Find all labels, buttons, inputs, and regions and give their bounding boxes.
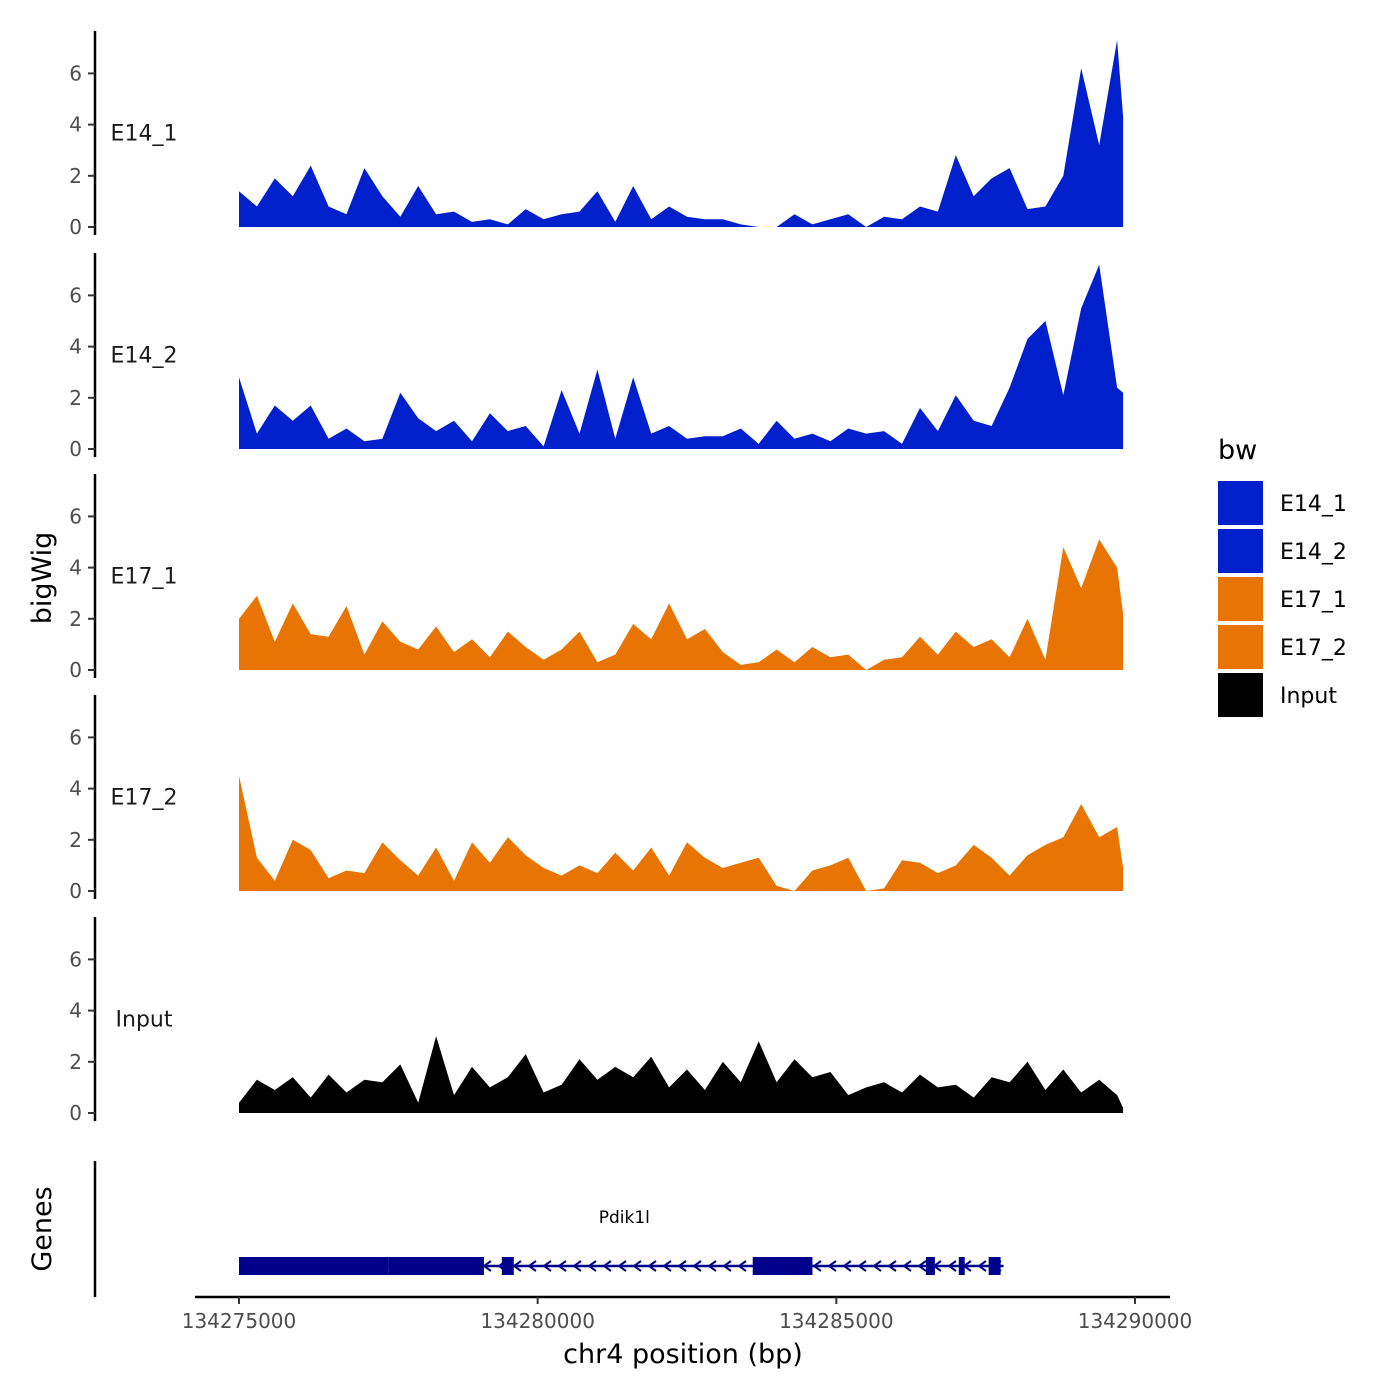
y-tick-label: 4 <box>69 556 82 580</box>
y-tick-label: 6 <box>69 725 82 749</box>
strand-chevron <box>647 1260 657 1272</box>
strand-chevron <box>917 1260 927 1272</box>
series-area <box>239 264 1124 449</box>
y-tick-label: 0 <box>69 658 82 682</box>
y-tick-label: 2 <box>69 386 82 410</box>
y-tick-label: 6 <box>69 61 82 85</box>
exon-cds <box>958 1257 965 1275</box>
x-axis-title: chr4 position (bp) <box>563 1339 803 1370</box>
y-tick-label: 4 <box>69 335 82 359</box>
series-area <box>239 40 1124 227</box>
strand-chevron <box>902 1260 912 1272</box>
exon-utr <box>239 1257 389 1275</box>
strand-chevron <box>842 1260 852 1272</box>
strand-chevron <box>947 1260 957 1272</box>
genes-axis-title: Genes <box>27 1186 58 1271</box>
x-tick-label: 134285000 <box>779 1309 894 1333</box>
track-e14-2: 0 2 4 6 E14_2 <box>69 253 1124 461</box>
track-label: E17_1 <box>111 564 178 589</box>
legend-label: E14_1 <box>1280 492 1347 517</box>
y-tick-label: 0 <box>69 215 82 239</box>
exon-cds <box>988 1257 1001 1275</box>
legend-label: E17_1 <box>1280 588 1347 613</box>
legend-key-e14-1 <box>1218 481 1263 525</box>
strand-chevron <box>887 1260 897 1272</box>
strand-chevron <box>872 1260 882 1272</box>
strand-chevron <box>722 1260 732 1272</box>
strand-chevron <box>707 1260 717 1272</box>
exon-cds <box>501 1257 514 1275</box>
y-tick-label: 4 <box>69 113 82 137</box>
x-tick-label: 134280000 <box>480 1309 595 1333</box>
strand-chevron <box>542 1260 552 1272</box>
strand-chevron <box>587 1260 597 1272</box>
track-label: E14_2 <box>111 343 178 368</box>
legend-label: E14_2 <box>1280 540 1347 565</box>
legend-key-e17-2 <box>1218 625 1263 669</box>
y-tick-label: 0 <box>69 879 82 903</box>
y-tick-label: 4 <box>69 999 82 1023</box>
series-area <box>239 539 1124 670</box>
y-tick-label: 2 <box>69 164 82 188</box>
exon-cds <box>752 1257 813 1275</box>
track-label: Input <box>116 1007 173 1032</box>
strand-chevron <box>677 1260 687 1272</box>
strand-chevron <box>857 1260 867 1272</box>
strand-chevron <box>662 1260 672 1272</box>
strand-chevron <box>527 1260 537 1272</box>
strand-chevron <box>692 1260 702 1272</box>
y-tick-label: 6 <box>69 283 82 307</box>
y-tick-label: 2 <box>69 828 82 852</box>
series-area <box>239 775 1124 891</box>
legend-title: bw <box>1218 435 1257 466</box>
legend-key-input <box>1218 673 1263 717</box>
y-tick-label: 2 <box>69 607 82 631</box>
strand-chevron <box>512 1260 522 1272</box>
x-axis: 134275000 134280000 134285000 134290000 <box>182 1295 1193 1333</box>
gene-pdik1l: Pdik1l <box>239 1208 1004 1275</box>
gene-panel: Pdik1l <box>93 1161 1004 1297</box>
legend-label: E17_2 <box>1280 636 1347 661</box>
strand-chevron <box>977 1260 987 1272</box>
strand-chevron <box>827 1260 837 1272</box>
strand-chevron <box>572 1260 582 1272</box>
y-tick-label: 0 <box>69 1101 82 1125</box>
legend-key-e17-1 <box>1218 577 1263 621</box>
track-e14-1: 0 2 4 6 E14_1 <box>69 31 1124 239</box>
gene-label: Pdik1l <box>599 1208 650 1228</box>
strand-chevron <box>632 1260 642 1272</box>
y-axis-title: bigWig <box>27 532 58 625</box>
legend-label: Input <box>1280 684 1337 709</box>
x-tick-label: 134275000 <box>182 1309 297 1333</box>
strand-chevron <box>482 1260 492 1272</box>
exon-cds <box>388 1257 484 1275</box>
strand-chevron <box>737 1260 747 1272</box>
legend-key-e14-2 <box>1218 529 1263 573</box>
track-label: E17_2 <box>111 785 178 810</box>
plot-layer: 0 2 4 6 E14_1 0 2 4 6 E14_2 0 2 4 6 E17_1 0 2 4 6 E17_2 0 2 4 6… <box>69 31 1347 1333</box>
series-area <box>239 1036 1124 1113</box>
strand-chevron <box>602 1260 612 1272</box>
track-input: 0 2 4 6 Input <box>69 917 1124 1125</box>
track-label: E14_1 <box>111 121 178 146</box>
y-tick-label: 2 <box>69 1050 82 1074</box>
y-tick-label: 6 <box>69 947 82 971</box>
strand-chevron <box>812 1260 822 1272</box>
strand-chevron <box>617 1260 627 1272</box>
exon-cds <box>925 1257 935 1275</box>
x-tick-label: 134290000 <box>1078 1309 1193 1333</box>
track-e17-1: 0 2 4 6 E17_1 <box>69 474 1124 682</box>
y-tick-label: 6 <box>69 504 82 528</box>
legend: E14_1 E14_2 E17_1 E17_2 Input <box>1218 481 1347 717</box>
y-tick-label: 4 <box>69 777 82 801</box>
strand-chevron <box>557 1260 567 1272</box>
y-tick-label: 0 <box>69 437 82 461</box>
track-e17-2: 0 2 4 6 E17_2 <box>69 695 1124 903</box>
